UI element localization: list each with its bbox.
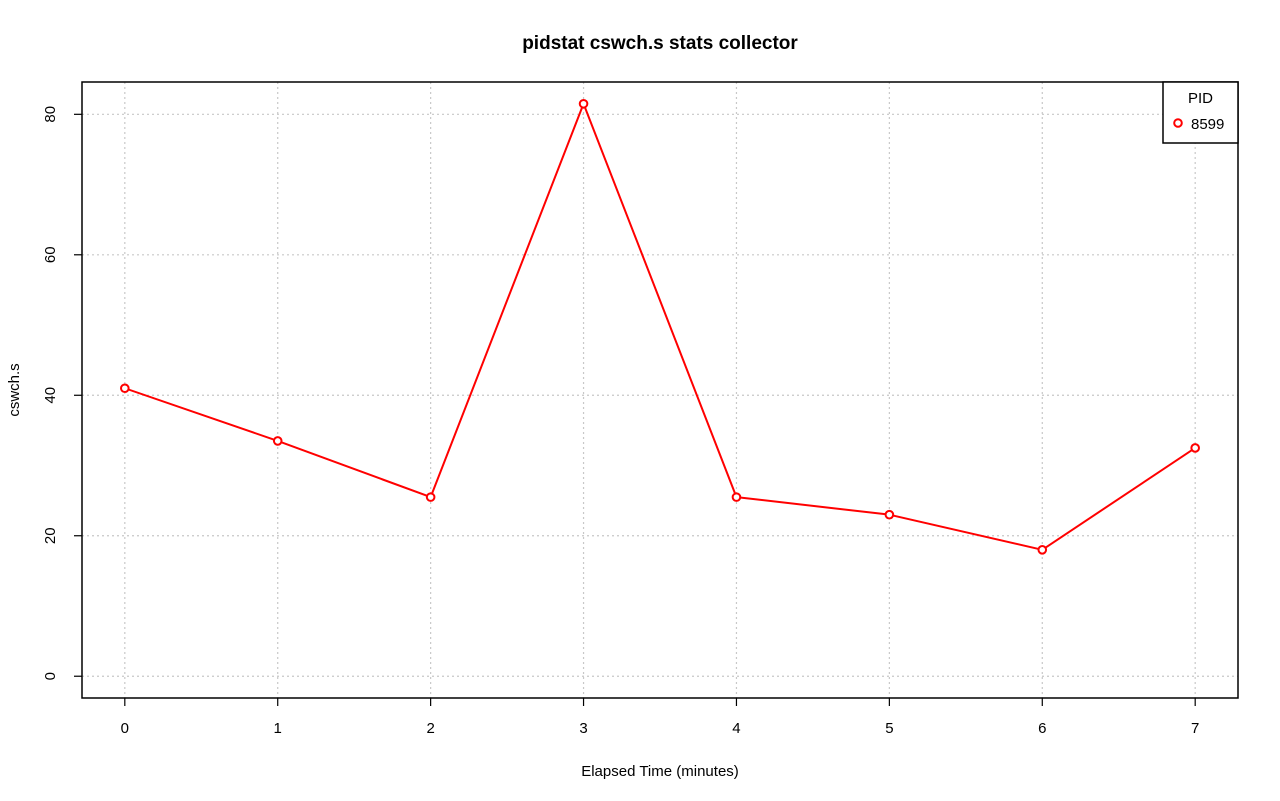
x-tick-label-0: 0 bbox=[121, 720, 129, 737]
series-line-8599 bbox=[124, 102, 1196, 551]
chart-title: pidstat cswch.s stats collector bbox=[522, 33, 798, 54]
x-tick-label-3: 3 bbox=[579, 720, 587, 737]
y-tick-label-3: 60 bbox=[42, 246, 59, 263]
y-axis-label: cswch.s bbox=[6, 363, 23, 416]
legend-title: PID bbox=[1188, 90, 1213, 107]
x-axis: 0 1 2 3 4 5 6 7 bbox=[121, 698, 1199, 737]
legend: PID 8599 bbox=[1162, 81, 1239, 144]
legend-marker-8599 bbox=[1173, 118, 1183, 128]
x-axis-label: Elapsed Time (minutes) bbox=[581, 763, 739, 780]
data-point-0-2 bbox=[425, 492, 436, 502]
y-tick-label-2: 40 bbox=[42, 387, 59, 404]
legend-box bbox=[1162, 81, 1239, 144]
y-axis: 0 20 40 60 80 bbox=[42, 106, 82, 680]
series-layer bbox=[120, 98, 1200, 555]
y-tick-label-0: 0 bbox=[42, 672, 59, 680]
data-point-0-6 bbox=[1037, 544, 1048, 555]
x-tick-label-7: 7 bbox=[1191, 720, 1199, 737]
data-point-0-1 bbox=[272, 436, 283, 446]
y-tick-label-4: 80 bbox=[42, 106, 59, 123]
y-tick-label-1: 20 bbox=[42, 527, 59, 544]
x-tick-label-2: 2 bbox=[426, 720, 434, 737]
data-point-0-4 bbox=[731, 492, 742, 502]
data-point-0-5 bbox=[884, 509, 895, 520]
x-tick-label-4: 4 bbox=[732, 720, 740, 737]
data-point-0-7 bbox=[1190, 443, 1200, 453]
data-point-0-0 bbox=[120, 383, 130, 394]
x-tick-label-5: 5 bbox=[885, 720, 893, 737]
legend-entry-8599: 8599 bbox=[1191, 116, 1224, 133]
x-tick-label-6: 6 bbox=[1038, 720, 1046, 737]
grid bbox=[82, 82, 1238, 698]
data-point-0-3 bbox=[578, 98, 589, 109]
plot-frame bbox=[81, 81, 1239, 699]
x-tick-label-1: 1 bbox=[274, 720, 282, 737]
